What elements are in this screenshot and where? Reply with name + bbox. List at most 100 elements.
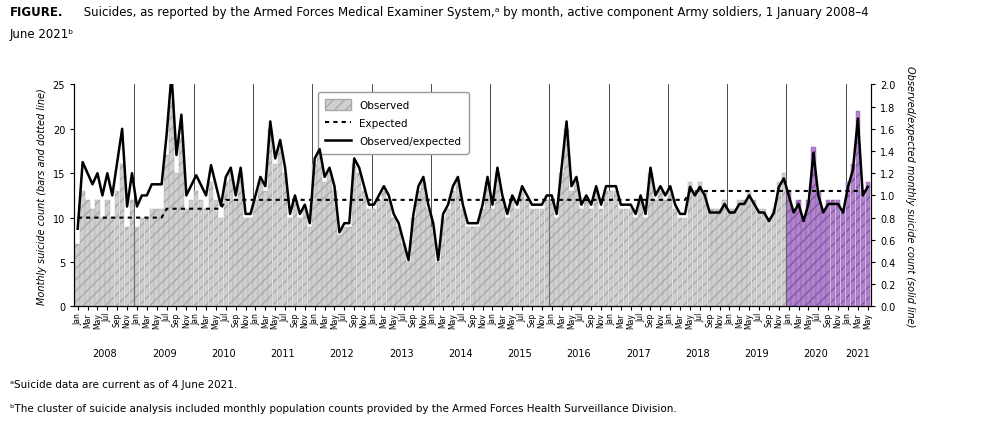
Bar	[855, 112, 860, 307]
Bar	[293, 200, 297, 307]
Bar	[352, 165, 356, 307]
Bar	[85, 200, 90, 307]
Bar	[826, 200, 831, 307]
Bar	[333, 192, 337, 307]
Bar	[525, 200, 530, 307]
Bar	[762, 209, 766, 307]
Bar	[619, 209, 623, 307]
Bar	[169, 103, 174, 307]
Bar	[703, 192, 707, 307]
Bar	[733, 209, 737, 307]
Bar	[515, 209, 520, 307]
Bar	[485, 183, 490, 307]
Bar	[678, 218, 682, 307]
Bar	[239, 174, 243, 307]
Bar	[357, 174, 361, 307]
Text: 2019: 2019	[744, 348, 769, 358]
Bar	[718, 209, 722, 307]
Bar	[865, 183, 870, 307]
Bar	[831, 200, 836, 307]
Bar	[786, 192, 791, 307]
Bar	[184, 209, 188, 307]
Bar	[125, 227, 130, 307]
Bar	[95, 200, 100, 307]
Bar	[723, 200, 727, 307]
Bar	[668, 192, 672, 307]
Bar	[688, 183, 692, 307]
Bar	[431, 227, 436, 307]
Bar	[328, 174, 332, 307]
Bar	[653, 200, 657, 307]
Bar	[460, 209, 465, 307]
Bar	[149, 209, 154, 307]
Bar	[278, 147, 282, 307]
Bar	[584, 200, 588, 307]
Text: FIGURE.: FIGURE.	[10, 6, 63, 19]
Bar	[298, 218, 302, 307]
Text: 2017: 2017	[626, 348, 650, 358]
Bar	[490, 209, 495, 307]
Bar	[130, 200, 135, 307]
Bar	[500, 200, 505, 307]
Bar	[634, 218, 638, 307]
Bar	[624, 209, 628, 307]
Bar	[258, 183, 262, 307]
Bar	[426, 209, 431, 307]
Bar	[806, 200, 811, 307]
Bar	[505, 218, 510, 307]
Bar	[579, 209, 583, 307]
Bar	[110, 218, 115, 307]
Bar	[747, 192, 751, 307]
Bar	[189, 200, 193, 307]
Bar	[841, 209, 845, 307]
Bar	[288, 218, 292, 307]
Text: Suicides, as reported by the Armed Forces Medical Examiner System,ᵃ by month, ac: Suicides, as reported by the Armed Force…	[80, 6, 869, 19]
Text: 2015: 2015	[507, 348, 532, 358]
Text: ᵇThe cluster of suicide analysis included monthly population counts provided by : ᵇThe cluster of suicide analysis include…	[10, 403, 676, 412]
Bar	[376, 200, 381, 307]
Bar	[323, 183, 327, 307]
Bar	[629, 209, 633, 307]
Bar	[367, 209, 371, 307]
Bar	[752, 200, 756, 307]
Bar	[816, 192, 821, 307]
Bar	[574, 183, 578, 307]
Bar	[450, 192, 455, 307]
Bar	[776, 183, 781, 307]
Bar	[742, 200, 746, 307]
Bar	[614, 192, 618, 307]
Bar	[164, 156, 169, 307]
Bar	[836, 200, 841, 307]
Bar	[441, 218, 446, 307]
Bar	[120, 165, 125, 307]
Bar	[145, 218, 149, 307]
Bar	[520, 192, 525, 307]
Bar	[209, 183, 213, 307]
Bar	[589, 209, 593, 307]
Text: 2016: 2016	[566, 348, 591, 358]
Legend: Observed, Expected, Observed/expected: Observed, Expected, Observed/expected	[318, 92, 468, 154]
Text: 2011: 2011	[270, 348, 295, 358]
Bar	[219, 218, 223, 307]
Bar	[713, 209, 717, 307]
Bar	[455, 183, 460, 307]
Bar	[253, 200, 257, 307]
Bar	[796, 200, 801, 307]
Bar	[845, 183, 850, 307]
Text: 2020: 2020	[804, 348, 829, 358]
Bar	[244, 218, 248, 307]
Bar	[594, 192, 598, 307]
Bar	[811, 147, 816, 307]
Bar	[154, 209, 159, 307]
Bar	[248, 218, 252, 307]
Bar	[401, 245, 406, 307]
Bar	[544, 200, 549, 307]
Bar	[391, 218, 396, 307]
Bar	[475, 227, 480, 307]
Bar	[229, 174, 233, 307]
Bar	[663, 200, 667, 307]
Bar	[673, 209, 677, 307]
Bar	[135, 227, 140, 307]
Text: 2009: 2009	[151, 348, 176, 358]
Bar	[372, 209, 376, 307]
